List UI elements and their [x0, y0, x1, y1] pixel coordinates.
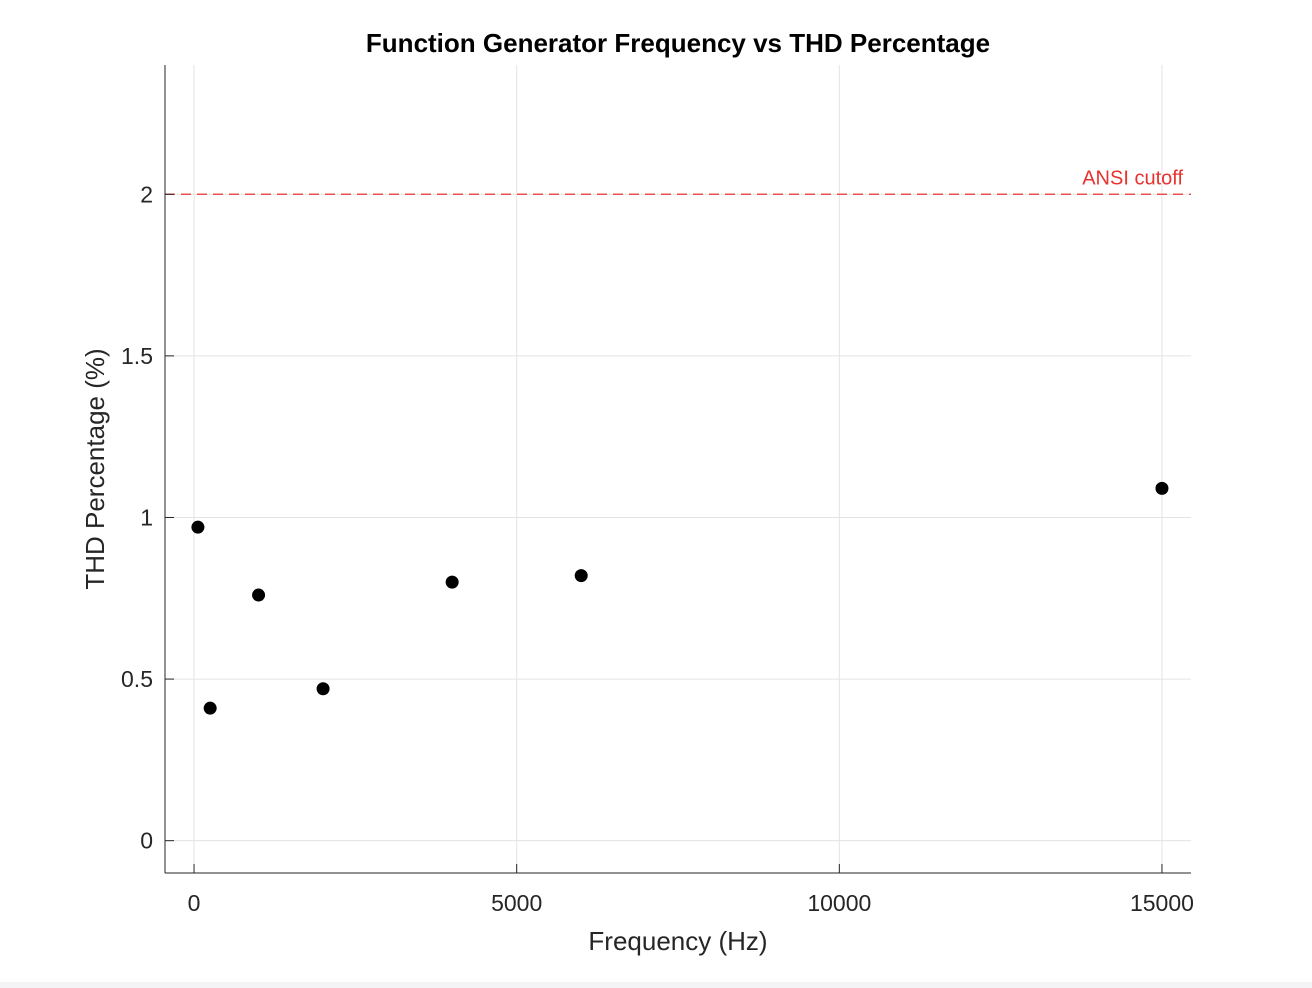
data-point: [203, 701, 217, 715]
bottom-strip: [0, 982, 1312, 988]
data-point: [191, 520, 205, 534]
y-tick-label: 0: [140, 828, 153, 854]
y-tick-labels: 0 0.5 1 1.5 2: [121, 181, 153, 853]
data-point: [252, 588, 266, 602]
data-point: [574, 569, 588, 583]
x-tick-label: 10000: [807, 890, 871, 916]
x-tick-label: 15000: [1130, 890, 1194, 916]
y-tick-label: 0.5: [121, 666, 153, 692]
grid-lines: [165, 65, 1191, 873]
reference-line-group: ANSI cutoff: [165, 167, 1191, 195]
y-tick-label: 1: [140, 504, 153, 530]
x-tick-labels: 0 5000 10000 15000: [188, 890, 1194, 916]
x-axis-label: Frequency (Hz): [588, 926, 767, 956]
x-tick-label: 0: [188, 890, 201, 916]
data-point: [316, 682, 330, 696]
y-axis-label: THD Percentage (%): [80, 348, 110, 589]
ansi-cutoff-label: ANSI cutoff: [1082, 167, 1183, 189]
data-points: [191, 481, 1169, 715]
axes: [164, 65, 1191, 874]
data-point: [1155, 481, 1169, 495]
y-tick-label: 1.5: [121, 343, 153, 369]
x-tick-label: 5000: [491, 890, 542, 916]
y-tick-label: 2: [140, 181, 153, 207]
data-point: [445, 575, 459, 589]
chart-title: Function Generator Frequency vs THD Perc…: [366, 28, 990, 58]
